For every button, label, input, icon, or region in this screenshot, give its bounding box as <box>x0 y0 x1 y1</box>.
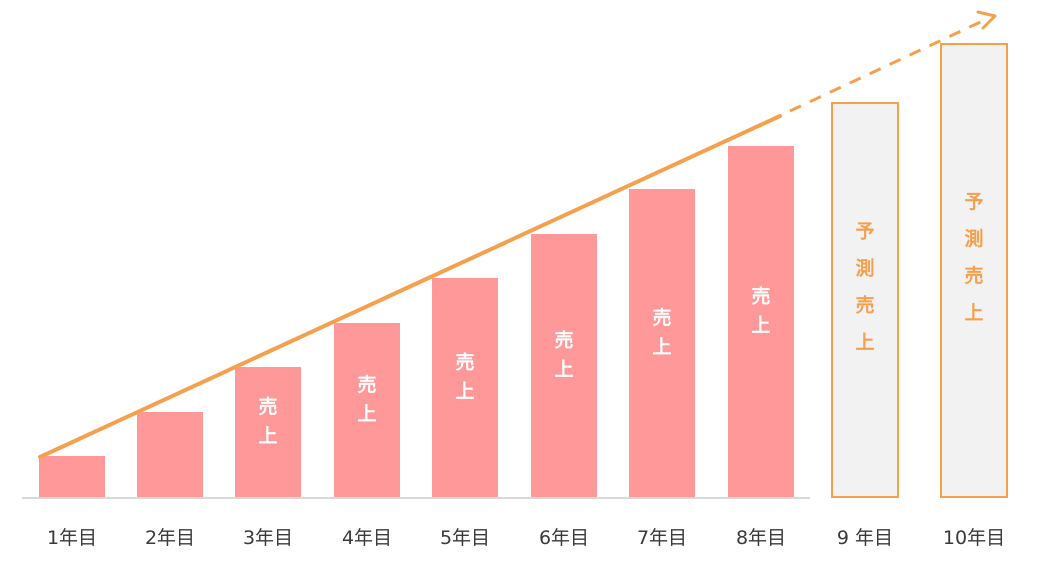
forecast-bar <box>940 43 1008 498</box>
sales-bar-label: 売上 <box>751 285 770 337</box>
sales-bar <box>531 234 597 498</box>
sales-bar <box>334 323 400 498</box>
x-tick-label: 7年目 <box>637 527 687 549</box>
sales-bar <box>629 189 695 498</box>
sales-bar <box>39 456 105 498</box>
sales-bar <box>432 278 498 498</box>
sales-bar <box>728 146 794 498</box>
trend-layer <box>38 10 997 459</box>
x-tick-label: 6年目 <box>539 527 589 549</box>
trend-line-solid <box>38 114 782 459</box>
sales-bar-label: 売上 <box>554 329 573 381</box>
x-tick-label: 1年目 <box>47 527 97 549</box>
x-tick-label: 2年目 <box>145 527 195 549</box>
sales-bar <box>137 412 203 498</box>
sales-bar-label: 売上 <box>357 373 376 425</box>
trend-arrow-head <box>976 10 997 30</box>
forecast-bar-label: 予測売上 <box>964 191 983 324</box>
x-tick-labels: 1年目 2年目 3年目 4年目 5年目 6年目 7年目 8年目 9 年目 10年目 <box>47 527 1005 549</box>
sales-bar <box>235 367 301 498</box>
x-tick-label: 10年目 <box>943 527 1005 549</box>
forecast-bar <box>831 102 899 498</box>
trend-line-dashed <box>789 16 990 113</box>
x-tick-label: 4年目 <box>342 527 392 549</box>
x-tick-label: 3年目 <box>243 527 293 549</box>
x-tick-label: 9 年目 <box>837 527 893 549</box>
x-tick-label: 8年目 <box>736 527 786 549</box>
sales-bar-label: 売上 <box>652 306 671 358</box>
forecast-bar-label: 予測売上 <box>855 221 874 354</box>
x-tick-label: 5年目 <box>440 527 490 549</box>
sales-bar-label: 売上 <box>258 395 277 447</box>
sales-bar-label: 売上 <box>455 351 474 403</box>
